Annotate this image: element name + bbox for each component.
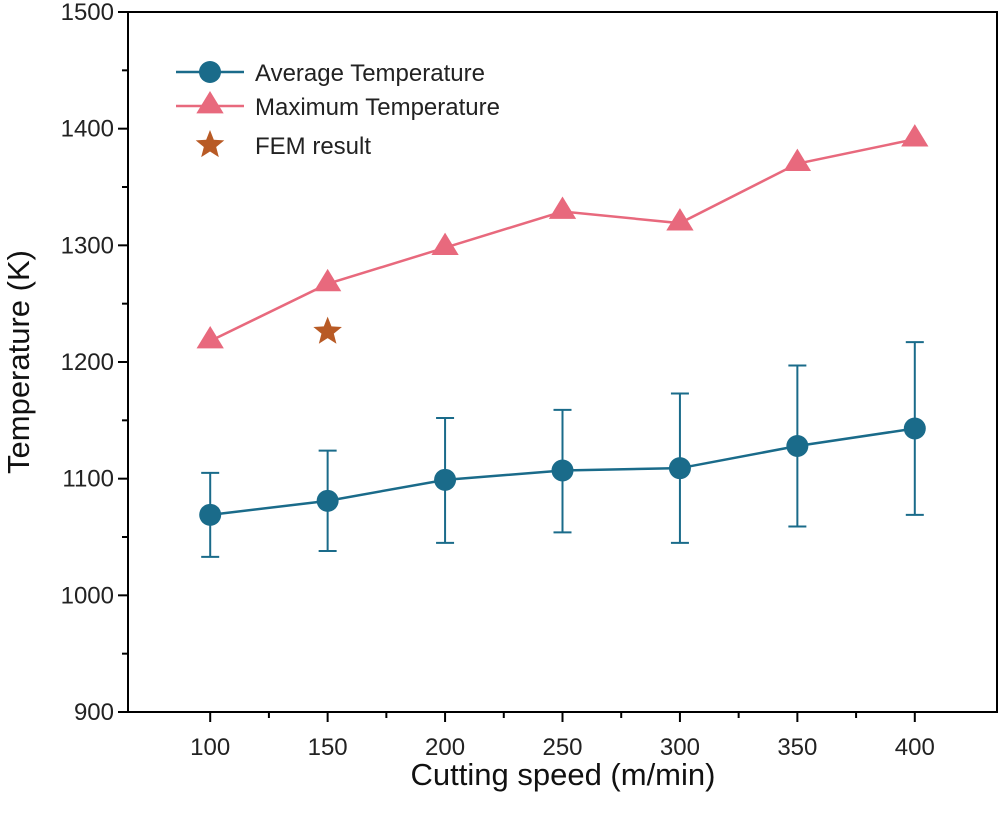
legend-average-marker: [199, 61, 221, 83]
maximum-temperature-point: [783, 148, 812, 172]
y-tick-label: 1100: [62, 466, 114, 493]
x-tick-label: 200: [425, 734, 465, 761]
legend-maximum-marker: [196, 91, 224, 114]
y-tick-label: 1200: [61, 349, 114, 376]
average-temperature-point: [786, 435, 809, 457]
axes: 900 1000 1100 1200 1300 1400 1500 100 150 200 250 3…: [61, 0, 998, 761]
legend: Average Temperature Maximum Temperature FE…: [176, 60, 500, 160]
legend-fem-label: FEM result: [255, 133, 371, 160]
average-temperature-point: [903, 417, 926, 440]
maximum-temperature-point: [196, 326, 224, 349]
maximum-temperature-point: [901, 124, 929, 147]
plot-area: [196, 124, 929, 558]
average-temperature-point: [434, 468, 457, 491]
x-tick-label: 350: [777, 734, 817, 761]
average-temperature-point: [199, 503, 222, 526]
y-tick-label: 900: [74, 699, 114, 726]
maximum-temperature-point: [548, 196, 577, 219]
maximum-temperature-point: [431, 232, 459, 256]
average-temperature-point: [551, 459, 574, 482]
y-tick-label: 1400: [61, 116, 114, 143]
y-tick-label: 1300: [61, 232, 114, 259]
legend-maximum-label: Maximum Temperature: [255, 94, 500, 121]
x-tick-label: 150: [308, 734, 348, 761]
y-tick-label: 1000: [61, 582, 114, 609]
x-tick-label: 300: [660, 734, 700, 761]
maximum-temperature-point: [666, 208, 694, 231]
x-tick-label: 400: [895, 734, 935, 761]
maximum-temperature-point: [313, 268, 342, 292]
legend-average-label: Average Temperature: [255, 60, 485, 87]
average-temperature-point: [316, 489, 339, 512]
y-tick-label: 1500: [61, 0, 114, 26]
average-temperature-point: [668, 457, 691, 480]
y-axis-title: Temperature (K): [1, 250, 36, 474]
legend-fem-marker: [195, 130, 225, 158]
x-tick-label: 250: [542, 734, 582, 761]
fem-result-point: [313, 316, 342, 344]
x-tick-label: 100: [190, 734, 230, 761]
x-axis-title: Cutting speed (m/min): [411, 757, 716, 792]
